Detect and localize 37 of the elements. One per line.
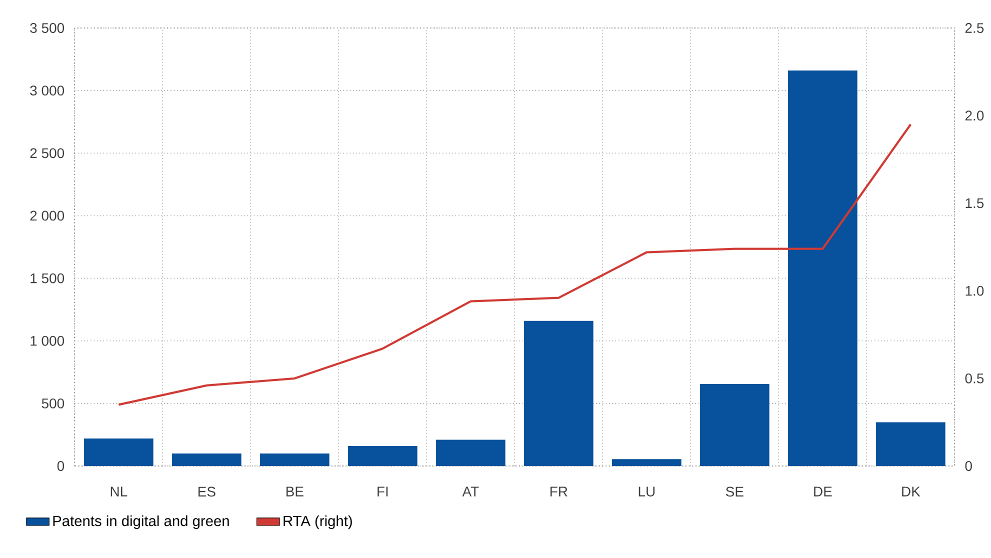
- y-tick-label: 2 000: [30, 210, 64, 221]
- x-tick-label: NL: [110, 486, 128, 496]
- y-tick-label: 1 000: [30, 336, 64, 346]
- bar: [524, 320, 594, 466]
- y2-tick-label: 0.5: [965, 373, 984, 384]
- legend-label: Patents in digital and green: [53, 515, 229, 530]
- bar: [788, 70, 858, 466]
- bar: [876, 422, 946, 466]
- x-tick-label: LU: [638, 486, 655, 496]
- bar: [84, 438, 154, 466]
- y2-tick-label: 1.5: [966, 198, 984, 208]
- y-tick-label: 1 500: [30, 273, 64, 284]
- y-tick-label: 0: [57, 461, 64, 471]
- x-tick-label: SE: [726, 486, 744, 497]
- bar: [172, 453, 242, 466]
- x-tick-label: DK: [902, 486, 920, 496]
- bar: [260, 453, 330, 466]
- legend-label: RTA (right): [284, 515, 352, 530]
- line-series: [118, 123, 912, 406]
- y-tick-label: 3 500: [30, 23, 64, 33]
- bar: [700, 384, 770, 466]
- x-tick-label: FR: [550, 486, 568, 496]
- y2-tick-label: 2.5: [965, 23, 984, 33]
- y2-tick-label: 2.0: [965, 110, 984, 121]
- x-tick-label: FI: [378, 486, 388, 496]
- bar: [348, 446, 418, 466]
- y2-tick-label: 1.0: [966, 286, 984, 296]
- y-tick-label: 500: [42, 398, 64, 408]
- y-tick-label: 3 000: [30, 86, 64, 96]
- x-tick-label: ES: [198, 486, 216, 497]
- y-tick-label: 2 500: [30, 148, 64, 158]
- bar: [436, 440, 506, 466]
- x-tick-label: BE: [286, 486, 304, 496]
- y2-tick-label: 0: [965, 461, 972, 471]
- x-tick-label: DE: [814, 486, 832, 496]
- bar: [612, 459, 682, 466]
- x-tick-label: AT: [462, 486, 479, 496]
